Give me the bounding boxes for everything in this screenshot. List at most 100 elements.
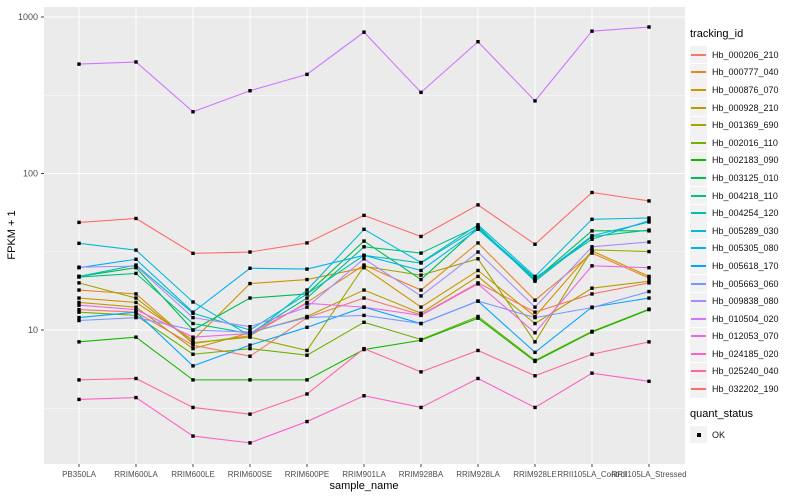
data-point [134, 248, 138, 252]
legend-line-swatch [691, 53, 706, 56]
data-point [419, 321, 423, 326]
data-point [191, 315, 195, 320]
data-point [191, 378, 195, 382]
x-tick-label: RRII105LA_Stressed [611, 470, 686, 479]
data-point [134, 310, 138, 314]
legend-item: Hb_000206_210 [690, 46, 800, 64]
legend-item: Hb_005305_080 [690, 239, 800, 258]
data-point [248, 346, 252, 351]
data-point [77, 378, 81, 382]
legend-title-tracking-id: tracking_id [690, 28, 744, 40]
legend-label: Hb_002016_110 [712, 137, 778, 148]
legend-key-box [690, 380, 707, 398]
data-point [590, 190, 594, 195]
legend-title-quant-status: quant_status [690, 407, 753, 420]
y-axis-title: FPKM + 1 [6, 210, 18, 259]
data-point [134, 300, 138, 305]
data-point [476, 203, 480, 207]
data-point [647, 220, 651, 224]
data-point [248, 281, 252, 286]
legend-item: Hb_010504_020 [690, 310, 800, 328]
x-tick-label: RRII105LA_Control [557, 470, 627, 479]
legend-item: Hb_000777_040 [690, 63, 800, 82]
data-point [419, 260, 423, 265]
data-point [476, 257, 480, 261]
data-point [476, 250, 480, 254]
legend-item: Hb_001369_690 [690, 116, 800, 134]
data-point [476, 274, 480, 279]
data-point [362, 257, 366, 261]
data-point [647, 266, 651, 270]
data-point [419, 313, 423, 318]
data-point [647, 379, 651, 384]
legend-line-swatch [691, 194, 706, 197]
data-point [191, 335, 195, 339]
data-point [248, 250, 252, 254]
legend: tracking_id Hb_000206_210 Hb_000777_040 Hb… [690, 28, 800, 444]
data-point [533, 340, 537, 344]
data-point [590, 330, 594, 334]
legend-key-box [690, 151, 707, 169]
data-point [590, 371, 594, 375]
legend-line-swatch [691, 335, 706, 338]
data-point [134, 315, 138, 320]
legend-item: Hb_025240_040 [690, 362, 800, 381]
legend-label: Hb_002183_090 [712, 155, 779, 166]
legend-line-swatch [691, 159, 706, 162]
data-point [191, 405, 195, 410]
data-point [476, 40, 480, 44]
data-point [305, 288, 309, 292]
data-point [305, 353, 309, 357]
data-point [305, 267, 309, 271]
data-point [191, 321, 195, 326]
legend-line-swatch [691, 106, 706, 109]
data-point [362, 320, 366, 324]
legend-label: Hb_001369_690 [712, 120, 779, 131]
y-tick-label: 10 [28, 325, 38, 335]
data-point [419, 311, 423, 315]
data-point [647, 216, 651, 220]
legend-key-box [690, 187, 707, 205]
legend-label: Hb_003125_010 [712, 172, 779, 183]
quant-key-box [690, 426, 707, 444]
legend-item: Hb_012053_070 [690, 327, 800, 346]
series-points [77, 25, 651, 445]
data-point [305, 315, 309, 320]
legend-label: Hb_005663_060 [712, 278, 779, 289]
data-point [305, 325, 309, 330]
legend-label: Hb_000777_040 [712, 67, 779, 78]
data-point [134, 335, 138, 339]
data-point [134, 296, 138, 300]
x-tick-label: RRIM600SE [228, 470, 272, 479]
legend-line-swatch [691, 388, 706, 391]
legend-item: Hb_004218_110 [690, 187, 800, 205]
data-point [590, 229, 594, 233]
data-point [419, 234, 423, 239]
data-point [191, 300, 195, 304]
data-point [419, 370, 423, 374]
legend-item: Hb_005618_170 [690, 257, 800, 275]
legend-label: Hb_005305_080 [712, 243, 779, 254]
legend-label: Hb_005289_030 [712, 225, 779, 236]
data-point [362, 30, 366, 34]
data-point [533, 305, 537, 309]
data-point [590, 248, 594, 252]
data-point [476, 268, 480, 273]
data-point [77, 241, 81, 246]
data-point [248, 333, 252, 338]
data-point [590, 264, 594, 268]
legend-key-box [690, 46, 707, 64]
data-point [77, 296, 81, 300]
x-axis-title: sample_name [329, 480, 398, 492]
data-point [305, 72, 309, 77]
data-point [419, 288, 423, 292]
legend-key-box [690, 81, 707, 99]
legend-key-box [690, 204, 707, 222]
legend-key-box [690, 169, 707, 187]
data-point [590, 251, 594, 255]
data-point [305, 241, 309, 245]
legend-key-box [690, 292, 707, 310]
legend-line-swatch [691, 300, 706, 303]
data-point [134, 271, 138, 276]
data-point [647, 25, 651, 29]
